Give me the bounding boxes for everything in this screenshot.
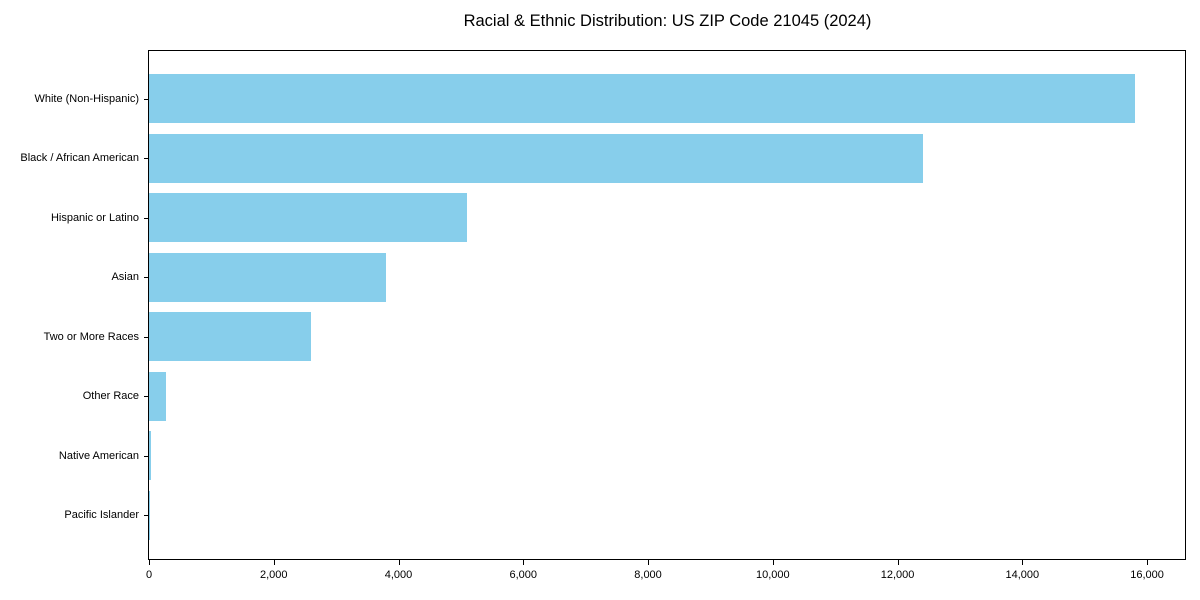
x-tick-mark bbox=[897, 560, 899, 565]
y-tick-mark bbox=[144, 455, 149, 457]
y-tick-label-hispanic-or-latino: Hispanic or Latino bbox=[50, 211, 139, 224]
y-tick-label-two-or-more-races: Two or More Races bbox=[43, 330, 139, 343]
bar-black-african-american bbox=[149, 133, 923, 183]
y-tick-label-pacific-islander: Pacific Islander bbox=[64, 509, 139, 521]
y-tick-mark bbox=[144, 336, 149, 338]
plot-area: White (Non-Hispanic) Black / African Amer… bbox=[20, 50, 1186, 581]
y-tick-mark bbox=[144, 515, 149, 516]
x-tick-mark bbox=[772, 560, 774, 565]
bar-native-american bbox=[149, 431, 151, 480]
bar-hispanic-or-latino bbox=[149, 193, 468, 242]
y-tick-label-white-non-hispanic: White (Non-Hispanic) bbox=[34, 92, 139, 105]
x-tick-label: 14,000 bbox=[1005, 569, 1040, 581]
x-tick-label: 2,000 bbox=[259, 569, 288, 581]
bar-two-or-more-races bbox=[149, 312, 312, 361]
bar-pacific-islander bbox=[149, 490, 150, 540]
y-tick-mark bbox=[144, 98, 149, 100]
y-tick-label-native-american: Native American bbox=[58, 449, 139, 462]
x-tick-label: 10,000 bbox=[755, 569, 790, 581]
bar-other-race bbox=[149, 371, 167, 421]
x-tick-mark bbox=[1022, 560, 1024, 565]
y-tick-mark bbox=[144, 158, 149, 159]
x-tick-label: 0 bbox=[145, 569, 153, 581]
x-tick-mark bbox=[398, 560, 400, 565]
y-tick-mark bbox=[144, 396, 149, 397]
x-tick-label: 12,000 bbox=[880, 569, 915, 581]
y-tick-label-other-race: Other Race bbox=[82, 390, 139, 402]
y-tick-mark bbox=[144, 217, 149, 219]
x-tick-mark bbox=[648, 560, 650, 565]
x-tick-mark bbox=[523, 560, 525, 565]
x-tick-label: 16,000 bbox=[1130, 569, 1164, 581]
bar-asian bbox=[149, 252, 387, 302]
x-tick-label: 6,000 bbox=[509, 569, 538, 581]
x-tick-label: 4,000 bbox=[384, 569, 413, 581]
x-tick-label: 8,000 bbox=[634, 569, 662, 581]
x-tick-mark bbox=[1147, 560, 1149, 565]
y-tick-label-asian: Asian bbox=[111, 271, 139, 283]
y-tick-mark bbox=[144, 277, 149, 278]
x-tick-mark bbox=[149, 560, 150, 565]
y-tick-label-black-african-american: Black / African American bbox=[20, 152, 139, 164]
x-tick-mark bbox=[273, 560, 275, 565]
chart-title: Racial & Ethnic Distribution: US ZIP Cod… bbox=[463, 12, 872, 30]
bar-white-non-hispanic bbox=[149, 74, 1135, 123]
